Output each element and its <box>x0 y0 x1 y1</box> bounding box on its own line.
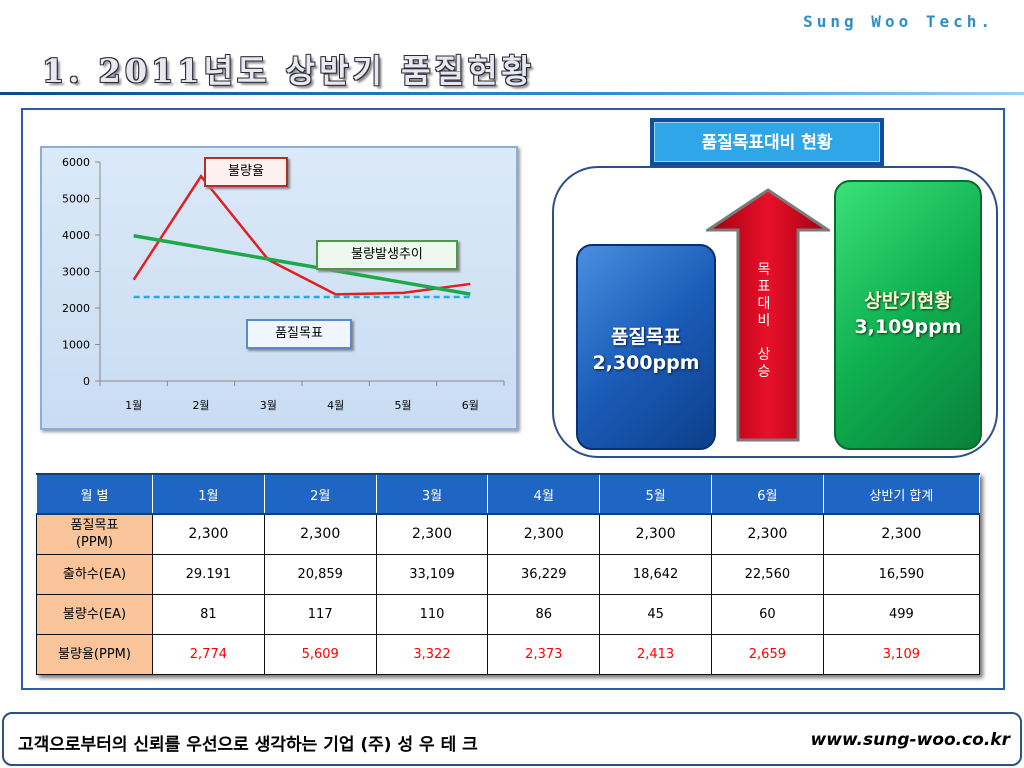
footer: 고객으로부터의 신뢰를 우선으로 생각하는 기업 (주) 성 우 테 크 www… <box>2 712 1022 766</box>
table-cell: 60 <box>710 593 824 635</box>
header-cell: 4월 <box>487 473 601 515</box>
x-tick-label: 5월 <box>394 399 411 412</box>
table-cell: 2,300 <box>487 513 601 555</box>
callout-target: 품질목표 <box>246 319 352 349</box>
footer-website[interactable]: www.sung-woo.co.kr <box>810 730 1010 750</box>
row-header: 불량율(PPM) <box>36 633 153 675</box>
table-cell: 45 <box>599 593 712 635</box>
table-cell: 5,609 <box>263 633 377 675</box>
table-cell: 36,229 <box>487 553 601 595</box>
table-row: 품질목표 (PPM) 2,300 2,300 2,300 2,300 2,300… <box>36 513 981 555</box>
target-value: 2,300ppm <box>592 352 700 374</box>
x-tick-label: 1월 <box>125 399 142 412</box>
table-cell: 22,560 <box>710 553 824 595</box>
table-cell: 117 <box>263 593 377 635</box>
status-title: 품질목표대비 현황 <box>654 122 880 162</box>
x-tick-label: 2월 <box>192 399 209 412</box>
target-block: 품질목표 2,300ppm <box>576 244 716 450</box>
table-row: 출하수(EA) 29.191 20,859 33,109 36,229 18,6… <box>36 553 981 595</box>
quality-table: 월 별 1월 2월 3월 4월 5월 6월 상반기 합계 품질목표 (PPM) … <box>36 473 981 675</box>
footer-slogan: 고객으로부터의 신뢰를 우선으로 생각하는 기업 (주) 성 우 테 크 <box>18 735 478 755</box>
series-line <box>132 174 471 296</box>
table-cell: 81 <box>152 593 265 635</box>
header-cell: 3월 <box>375 473 489 515</box>
table-cell: 2,300 <box>822 513 981 555</box>
y-tick-label: 3000 <box>62 266 90 279</box>
table-row: 불량율(PPM) 2,774 5,609 3,322 2,373 2,413 2… <box>36 633 981 675</box>
status-title-box: 품질목표대비 현황 <box>650 118 884 166</box>
table-cell: 33,109 <box>375 553 489 595</box>
table-cell: 110 <box>375 593 489 635</box>
x-tick-label: 6월 <box>462 399 479 412</box>
table-cell: 2,300 <box>263 513 377 555</box>
header-cell: 5월 <box>599 473 712 515</box>
y-tick-label: 2000 <box>62 302 90 315</box>
x-tick-label: 4월 <box>327 399 344 412</box>
chart-svg: 0 1000 2000 3000 4000 5000 6000 1월 2월 3월 4월 5월 6월 <box>62 156 505 412</box>
table-cell: 3,109 <box>822 633 981 675</box>
x-tick-label: 3월 <box>260 399 277 412</box>
table-cell: 2,300 <box>710 513 824 555</box>
y-tick-label: 4000 <box>62 229 90 242</box>
table-row: 불량수(EA) 81 117 110 86 45 60 499 <box>36 593 981 635</box>
row-header: 불량수(EA) <box>36 593 153 635</box>
table-cell: 499 <box>822 593 981 635</box>
row-header: 품질목표 (PPM) <box>36 513 153 555</box>
series-line <box>133 234 471 296</box>
row-header: 출하수(EA) <box>36 553 153 595</box>
header-cell: 1월 <box>152 473 265 515</box>
y-tick-label: 0 <box>83 375 90 388</box>
y-tick-label: 6000 <box>62 156 90 169</box>
table-cell: 2,300 <box>152 513 265 555</box>
header-cell: 월 별 <box>36 473 153 515</box>
table-cell: 2,373 <box>487 633 601 675</box>
header-cell: 2월 <box>263 473 377 515</box>
current-value: 3,109ppm <box>854 316 962 338</box>
table-cell: 16,590 <box>822 553 981 595</box>
y-tick-label: 1000 <box>62 339 90 352</box>
current-label: 상반기현황 <box>864 290 952 312</box>
target-label: 품질목표 <box>611 326 681 348</box>
callout-defect-rate: 불량율 <box>204 157 288 187</box>
table-cell: 2,300 <box>375 513 489 555</box>
up-arrow-icon <box>706 188 830 442</box>
page-title: 1. 2011년도 상반기 품질현황 <box>42 52 535 90</box>
header-cell: 상반기 합계 <box>822 473 981 515</box>
table-cell: 18,642 <box>599 553 712 595</box>
table-header-row: 월 별 1월 2월 3월 4월 5월 6월 상반기 합계 <box>36 473 981 515</box>
table-cell: 29.191 <box>152 553 265 595</box>
y-tick-label: 5000 <box>62 193 90 206</box>
table-cell: 2,774 <box>152 633 265 675</box>
table-cell: 3,322 <box>375 633 489 675</box>
table-cell: 2,300 <box>599 513 712 555</box>
current-block: 상반기현황 3,109ppm <box>834 180 982 450</box>
table-cell: 2,659 <box>710 633 824 675</box>
callout-trend: 불량발생추이 <box>316 240 458 270</box>
defect-chart: 0 1000 2000 3000 4000 5000 6000 1월 2월 3월 4월 5월 6월 <box>40 146 518 430</box>
header-cell: 6월 <box>710 473 824 515</box>
title-divider <box>0 92 1024 95</box>
table-cell: 2,413 <box>599 633 712 675</box>
company-name: Sung Woo Tech. <box>803 12 994 31</box>
table-cell: 20,859 <box>263 553 377 595</box>
table-cell: 86 <box>487 593 601 635</box>
